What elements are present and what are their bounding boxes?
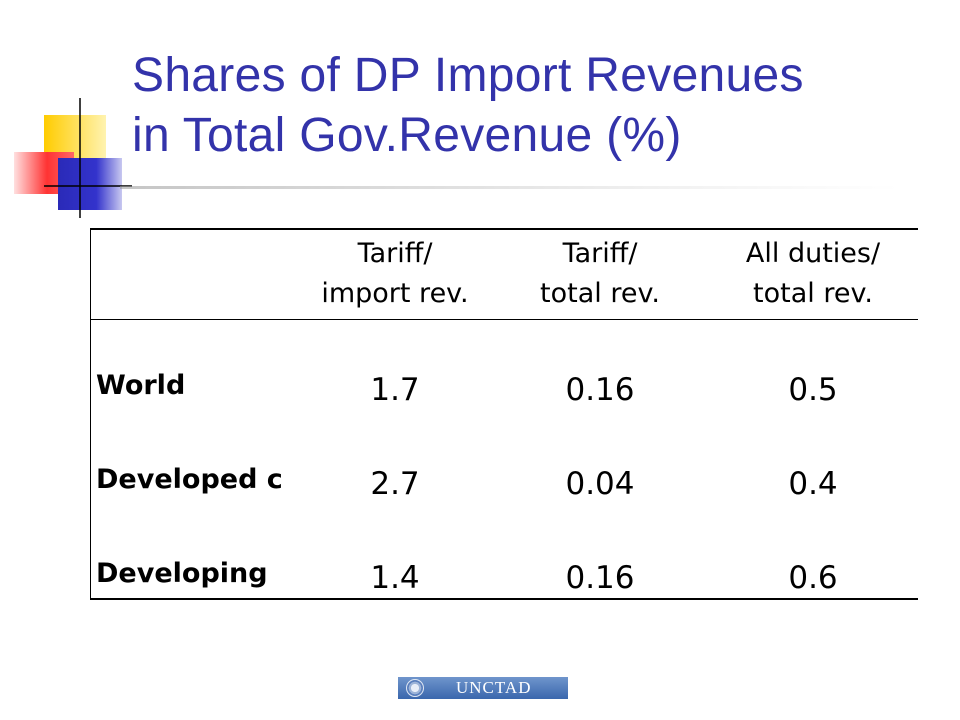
table-cell: 0.16 xyxy=(565,560,635,596)
revenue-shares-table: Tariff/ import rev. Tariff/ total rev. A… xyxy=(90,228,918,600)
table-cell: 0.6 xyxy=(788,560,838,596)
title-underline xyxy=(120,186,900,189)
header-tariff-total-rev: Tariff/ total rev. xyxy=(510,230,690,318)
header-line: All duties/ xyxy=(745,238,881,269)
table-cell: 0.4 xyxy=(788,466,838,502)
table-left-border xyxy=(90,228,91,600)
table-header-rule xyxy=(90,319,918,320)
decorative-squares xyxy=(14,98,132,218)
header-line: total rev. xyxy=(540,278,660,309)
table-cell: 1.4 xyxy=(370,560,420,596)
unctad-logo: UNCTAD xyxy=(398,677,568,699)
table-cell: 1.7 xyxy=(370,372,420,408)
header-tariff-import-rev: Tariff/ import rev. xyxy=(300,230,490,318)
un-emblem-icon xyxy=(406,679,424,697)
slide-title: Shares of DP Import Revenues in Total Go… xyxy=(132,46,804,166)
header-all-duties-total-rev: All duties/ total rev. xyxy=(708,230,918,318)
table-bottom-rule xyxy=(90,598,918,600)
row-label-developing: Developing xyxy=(96,558,268,589)
title-line-1: Shares of DP Import Revenues xyxy=(132,49,804,102)
row-label-developed: Developed c xyxy=(96,464,283,495)
logo-text: UNCTAD xyxy=(456,678,532,697)
table-top-rule xyxy=(90,228,918,230)
table-cell: 0.04 xyxy=(565,466,635,502)
table-cell: 0.5 xyxy=(788,372,838,408)
table-cell: 0.16 xyxy=(565,372,635,408)
blue-square xyxy=(58,158,122,210)
header-line: import rev. xyxy=(321,278,469,309)
header-line: Tariff/ xyxy=(357,238,433,269)
header-line: total rev. xyxy=(753,278,873,309)
row-label-world: World xyxy=(96,370,186,401)
table-cell: 2.7 xyxy=(370,466,420,502)
header-line: Tariff/ xyxy=(562,238,638,269)
title-line-2: in Total Gov.Revenue (%) xyxy=(132,109,682,162)
